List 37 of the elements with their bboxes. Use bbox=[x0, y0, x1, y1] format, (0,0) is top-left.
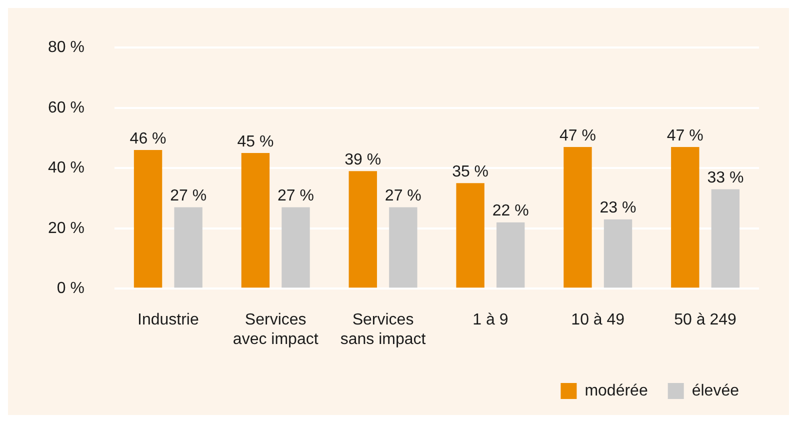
data-label: 46 % bbox=[130, 130, 166, 148]
bar bbox=[671, 147, 700, 288]
bar bbox=[496, 222, 525, 288]
x-tick-label: Services avec impact bbox=[232, 312, 319, 348]
bar bbox=[134, 150, 162, 288]
x-tick-label: 1 à 9 bbox=[472, 312, 508, 329]
bar bbox=[456, 183, 484, 288]
data-label: 27 % bbox=[384, 188, 422, 205]
data-label: 39 % bbox=[344, 152, 382, 169]
y-tick-label: 80 % bbox=[48, 39, 84, 56]
data-label: 45 % bbox=[237, 133, 274, 150]
bar bbox=[241, 153, 270, 288]
legend-label: élevée bbox=[692, 382, 740, 400]
y-tick-label: 20 % bbox=[48, 220, 84, 237]
data-label: 35 % bbox=[452, 164, 489, 181]
bar bbox=[604, 219, 632, 288]
data-label: 47 % bbox=[559, 127, 596, 144]
data-label: 23 % bbox=[600, 200, 636, 217]
data-label: 27 % bbox=[278, 188, 314, 205]
legend-label: modérée bbox=[584, 382, 648, 400]
x-tick-label: Services sans impact bbox=[340, 312, 426, 348]
y-tick-label: 60 % bbox=[48, 99, 84, 116]
bar bbox=[348, 171, 377, 288]
bar bbox=[711, 189, 740, 288]
bar bbox=[282, 207, 310, 288]
x-tick-label: 10 à 49 bbox=[571, 312, 625, 329]
bar bbox=[174, 207, 202, 288]
bar bbox=[564, 147, 592, 288]
data-label: 47 % bbox=[666, 127, 704, 144]
y-tick-label: 40 % bbox=[48, 160, 84, 177]
data-label: 27 % bbox=[170, 188, 207, 205]
data-label: 22 % bbox=[492, 202, 529, 220]
data-label: 33 % bbox=[707, 170, 744, 187]
x-tick-label: 50 à 249 bbox=[674, 312, 737, 329]
bar bbox=[389, 207, 418, 288]
y-tick-label: 0 % bbox=[56, 280, 84, 298]
x-tick-label: Industrie bbox=[137, 312, 199, 329]
